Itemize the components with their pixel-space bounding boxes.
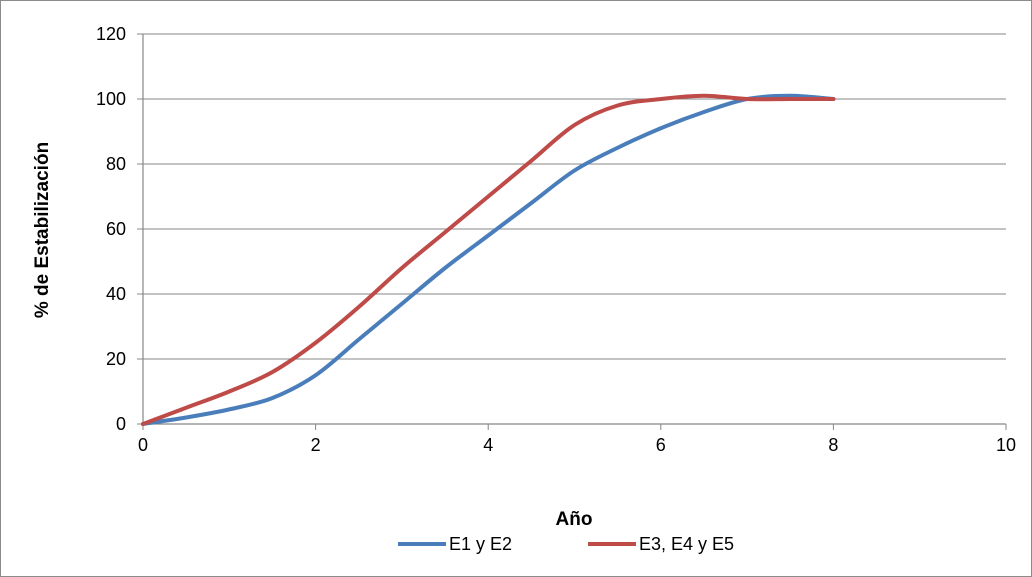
y-tick-label: 40 (106, 284, 126, 304)
x-tick-label: 4 (483, 435, 493, 455)
y-tick-label: 0 (116, 414, 126, 434)
y-tick-label: 60 (106, 219, 126, 239)
y-tick-label: 100 (96, 89, 126, 109)
series-line-2 (141, 93, 836, 426)
gridlines (143, 33, 1006, 360)
tick-labels: 0 20 40 60 80 100 120 0 2 4 6 8 10 (96, 24, 1016, 455)
series-lines (141, 93, 836, 426)
x-tick-label: 2 (311, 435, 321, 455)
x-axis-title: Año (556, 509, 593, 530)
y-axis-title: % de Estabilización (32, 142, 53, 318)
legend-label-2: E3, E4 y E5 (639, 534, 734, 554)
y-tick-label: 120 (96, 24, 126, 44)
x-tick-label: 8 (828, 435, 838, 455)
x-tick-label: 0 (138, 435, 148, 455)
axes (137, 33, 1007, 430)
x-tick-label: 6 (656, 435, 666, 455)
y-tick-label: 80 (106, 154, 126, 174)
x-tick-label: 10 (996, 435, 1016, 455)
y-tick-label: 20 (106, 349, 126, 369)
legend-label-1: E1 y E2 (449, 534, 512, 554)
series-line-1 (141, 93, 836, 426)
legend: E1 y E2 E3, E4 y E5 (398, 534, 734, 554)
